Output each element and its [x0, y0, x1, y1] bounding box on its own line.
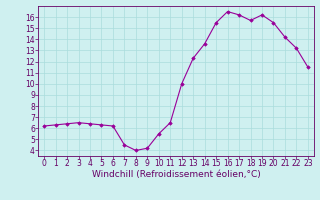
X-axis label: Windchill (Refroidissement éolien,°C): Windchill (Refroidissement éolien,°C): [92, 170, 260, 179]
